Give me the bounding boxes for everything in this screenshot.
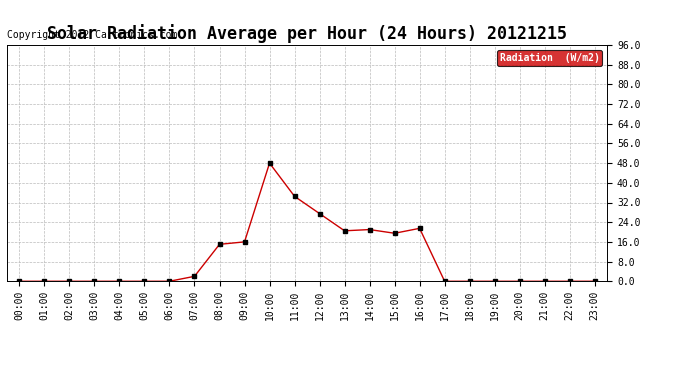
Title: Solar Radiation Average per Hour (24 Hours) 20121215: Solar Radiation Average per Hour (24 Hou… [47,24,567,44]
Legend: Radiation  (W/m2): Radiation (W/m2) [497,50,602,66]
Text: Copyright 2012 Cartronics.com: Copyright 2012 Cartronics.com [7,30,177,40]
